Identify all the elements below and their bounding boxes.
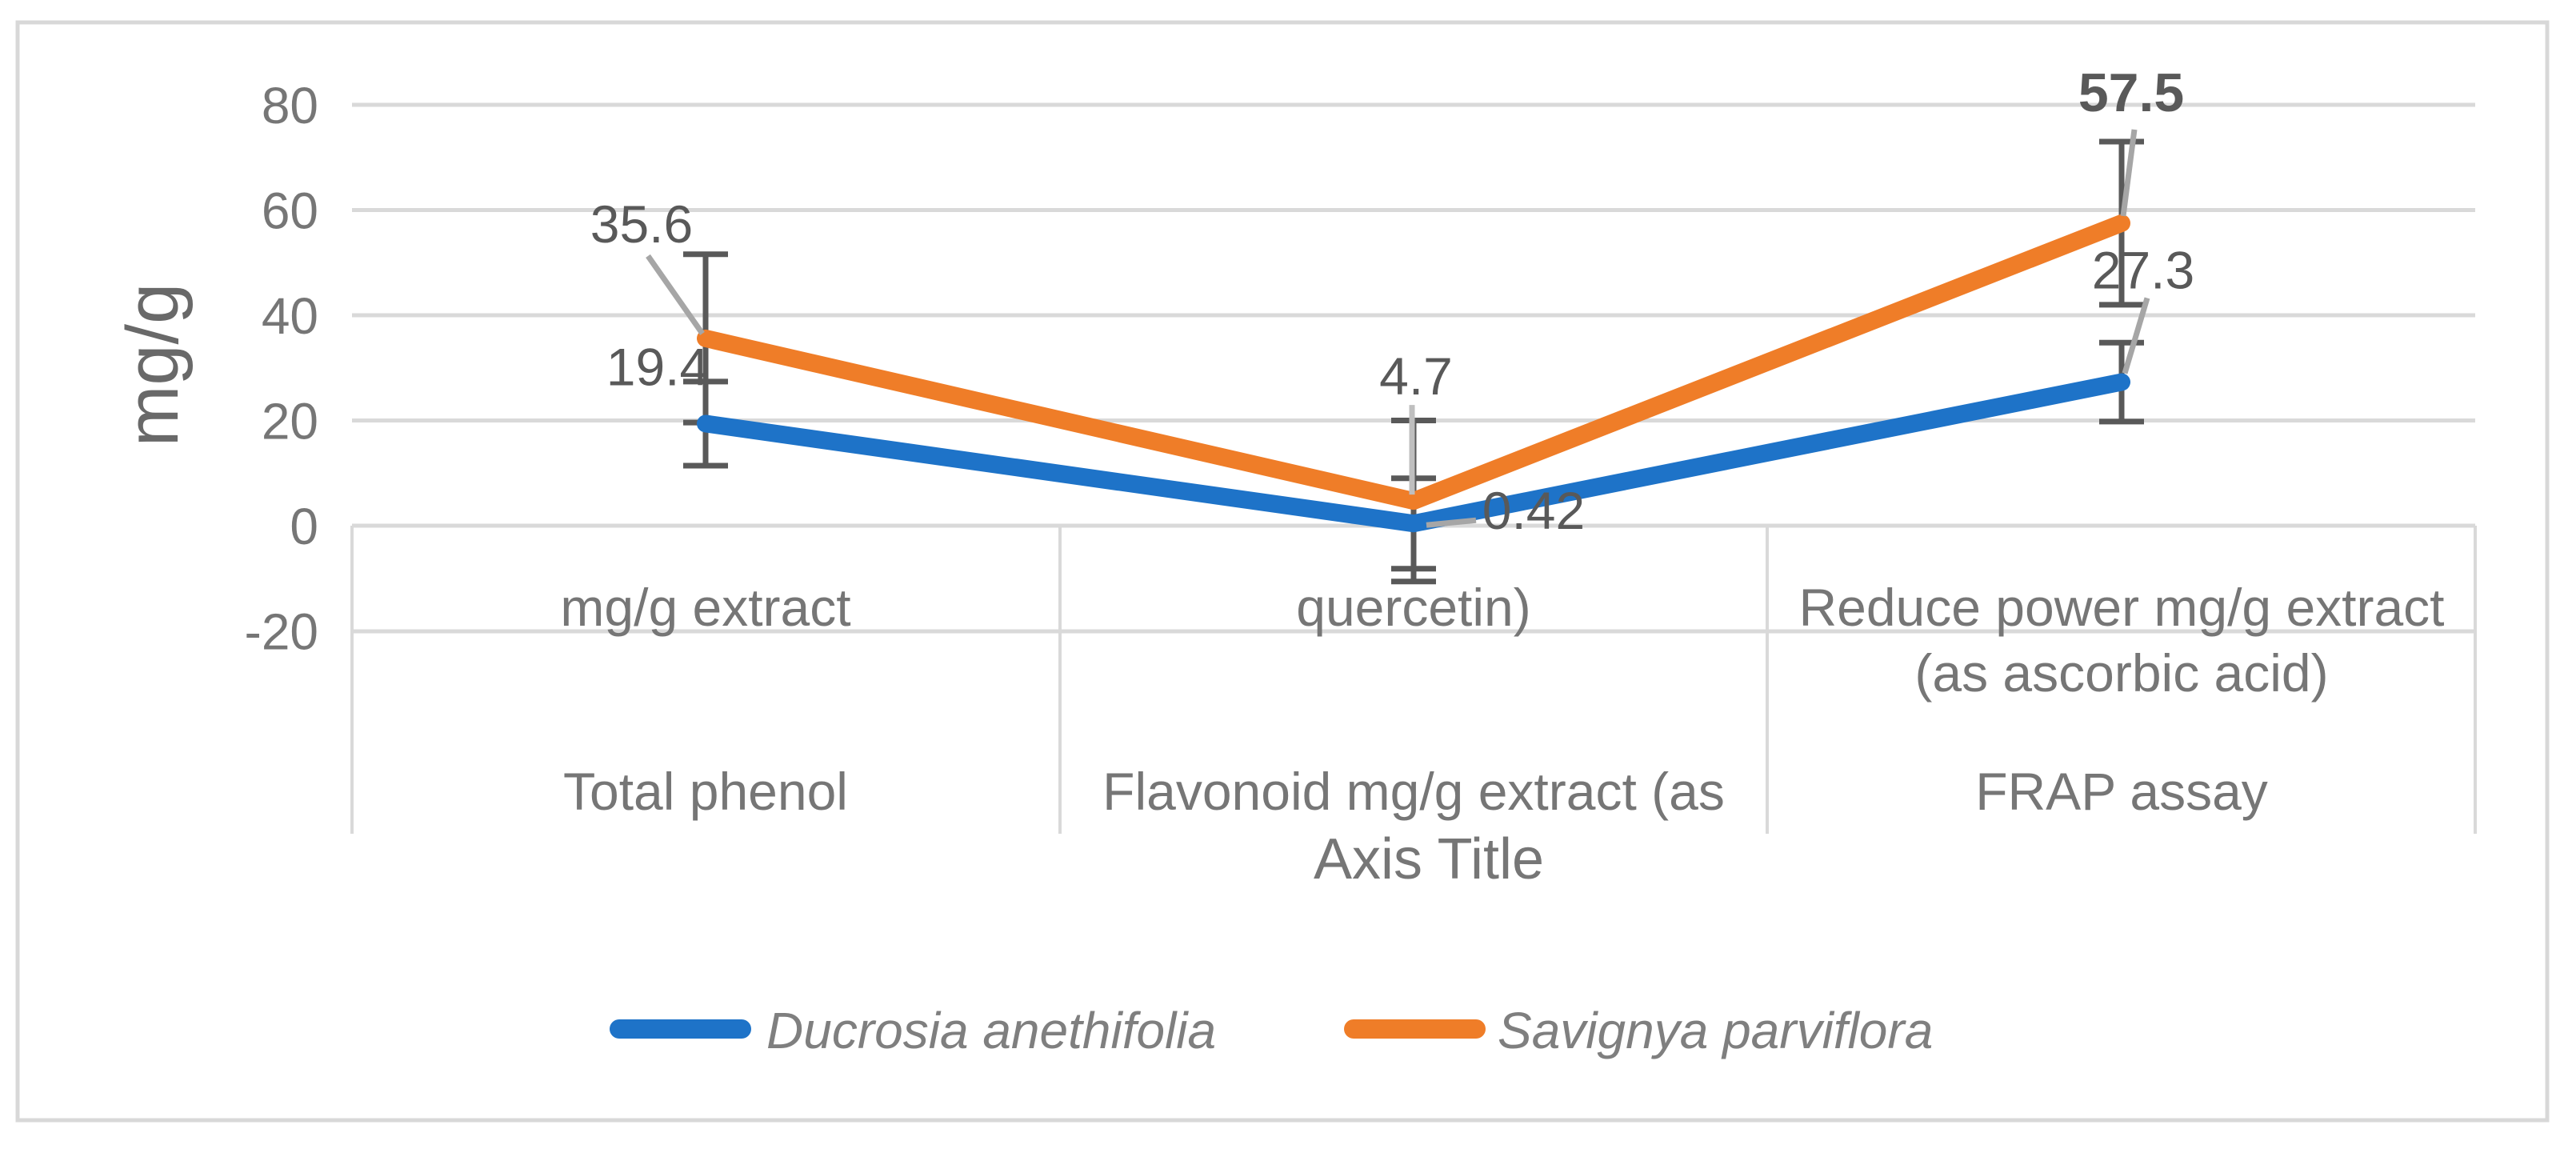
legend-swatch-savignya-parviflora (1344, 1019, 1486, 1039)
data-label: 0.42 (1482, 481, 1585, 540)
y-axis-tick-label: 80 (262, 77, 318, 134)
leader-line (2120, 129, 2138, 217)
leader-line (1426, 517, 1477, 528)
y-axis-tick-label: 0 (290, 498, 318, 555)
series-line-savignya-parviflora (697, 214, 2130, 510)
y-axis-tick-label: -20 (245, 603, 319, 661)
category-name-label: FRAP assay (1975, 762, 2268, 821)
data-label: 35.6 (590, 194, 693, 254)
data-label: 19.4 (606, 337, 709, 396)
y-axis-title: mg/g (112, 283, 194, 447)
category-unit-label: quercetin) (1296, 578, 1531, 637)
series-line-ducrosia-anethifolia (697, 373, 2130, 533)
legend-label: Ducrosia anethifolia (766, 1002, 1216, 1059)
y-axis-tick-label: 40 (262, 287, 318, 345)
legend-label: Savignya parviflora (1498, 1002, 1933, 1059)
y-axis-tick-label: 60 (262, 182, 318, 240)
chart-border (15, 20, 2550, 1123)
leader-line (646, 254, 705, 335)
x-axis-title: Axis Title (1314, 827, 1544, 891)
data-label: 4.7 (1379, 346, 1453, 406)
y-axis-tick-label: 20 (262, 393, 318, 450)
legend-swatch-ducrosia-anethifolia (610, 1019, 751, 1039)
leader-line (2122, 297, 2150, 374)
category-name-label: Total phenol (563, 762, 848, 821)
category-unit-label: mg/g extract (560, 578, 850, 637)
data-label: 27.3 (2092, 241, 2194, 300)
category-unit-label: Reduce power mg/g extract (1798, 578, 2444, 637)
category-unit-label-line2: (as ascorbic acid) (1914, 643, 2328, 703)
category-name-label: Flavonoid mg/g extract (as (1102, 762, 1725, 821)
data-label: 57.5 (2078, 62, 2184, 123)
